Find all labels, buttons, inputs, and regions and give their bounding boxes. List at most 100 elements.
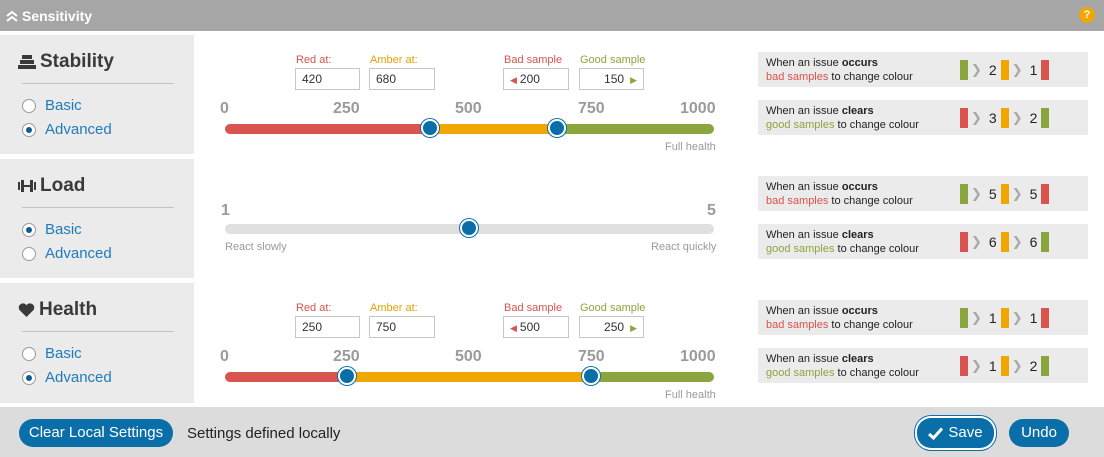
- divider: [22, 331, 174, 332]
- green-swatch: [960, 308, 968, 328]
- react-slowly-label: React slowly: [225, 241, 287, 253]
- occurs-subtext: bad samples to change colour: [766, 195, 913, 207]
- good-sample-label: Good sample: [580, 54, 646, 66]
- radio-dot[interactable]: [22, 222, 36, 237]
- bad-sample-input[interactable]: ◀ 500: [503, 316, 569, 338]
- text: to change colour: [834, 119, 919, 131]
- clears-rule: When an issue clears good samples to cha…: [758, 224, 1088, 259]
- good-sample-label: Good sample: [580, 302, 646, 314]
- health-sidebar: Health Basic Advanced: [0, 283, 194, 403]
- load-advanced-radio[interactable]: Advanced: [22, 245, 112, 262]
- stability-advanced-radio[interactable]: Advanced: [22, 121, 112, 138]
- occurs-subtext: bad samples to change colour: [766, 71, 913, 83]
- red-threshold-handle[interactable]: [421, 119, 439, 137]
- sample-count[interactable]: 6: [988, 234, 997, 250]
- tick-label: 0: [220, 100, 229, 117]
- panel-title: Sensitivity: [22, 8, 93, 24]
- undo-button[interactable]: Undo: [1009, 419, 1069, 447]
- tick-label: 500: [455, 100, 482, 117]
- arrow-left-icon: ◀: [510, 75, 517, 85]
- amber-swatch: [1000, 184, 1009, 204]
- text-bold: occurs: [841, 57, 878, 69]
- panel-header[interactable]: Sensitivity ?: [0, 0, 1104, 31]
- health-title-text: Health: [39, 299, 98, 320]
- sample-count[interactable]: 1: [988, 358, 997, 374]
- panel-title-group[interactable]: Sensitivity: [5, 8, 92, 24]
- stability-basic-radio[interactable]: Basic: [22, 97, 82, 114]
- bad-sample-input[interactable]: ◀ 200: [503, 68, 569, 90]
- color-sequence: ❯ 6 ❯ 6: [960, 232, 1050, 252]
- save-button[interactable]: Save: [917, 418, 994, 448]
- amber-threshold-handle[interactable]: [582, 367, 600, 385]
- chevron-right-icon: ❯: [971, 310, 982, 325]
- load-basic-radio[interactable]: Basic: [22, 221, 82, 238]
- text: When an issue: [766, 181, 842, 193]
- green-swatch: [960, 60, 968, 80]
- radio-dot[interactable]: [22, 98, 36, 113]
- chevron-right-icon: ❯: [971, 62, 982, 77]
- health-basic-radio[interactable]: Basic: [22, 345, 82, 362]
- red-range-bar: [225, 124, 432, 134]
- sample-count[interactable]: 2: [988, 62, 997, 78]
- sample-count[interactable]: 1: [1029, 310, 1038, 326]
- text-bold: clears: [841, 229, 874, 241]
- occurs-rule: When an issue occurs bad samples to chan…: [758, 300, 1088, 335]
- good-sample-input[interactable]: 150 ▶: [579, 68, 644, 90]
- sample-count[interactable]: 2: [1029, 358, 1038, 374]
- text: bad samples: [766, 319, 829, 331]
- arrow-right-icon: ▶: [630, 323, 637, 333]
- green-range-bar: [590, 372, 714, 382]
- text: good samples: [766, 119, 835, 131]
- good-sample-input[interactable]: 250 ▶: [579, 316, 644, 338]
- color-sequence: ❯ 2 ❯ 1: [960, 60, 1050, 80]
- amber-threshold-handle[interactable]: [548, 119, 566, 137]
- radio-label: Basic: [45, 97, 82, 114]
- clears-subtext: good samples to change colour: [766, 243, 919, 255]
- radio-dot[interactable]: [22, 246, 36, 261]
- sample-count[interactable]: 2: [1029, 110, 1038, 126]
- load-title-text: Load: [40, 175, 86, 196]
- radio-dot[interactable]: [22, 370, 36, 385]
- sample-count[interactable]: 6: [1029, 234, 1038, 250]
- sample-count[interactable]: 5: [1029, 186, 1038, 202]
- chevron-right-icon: ❯: [1011, 358, 1023, 373]
- chevron-right-icon: ❯: [971, 186, 982, 201]
- red-at-input[interactable]: 420: [295, 68, 360, 90]
- help-icon[interactable]: ?: [1079, 7, 1095, 23]
- amber-at-input[interactable]: 750: [369, 316, 435, 338]
- sample-count[interactable]: 1: [988, 310, 997, 326]
- text: When an issue: [766, 57, 842, 69]
- clear-local-settings-button[interactable]: Clear Local Settings: [19, 419, 173, 447]
- radio-dot[interactable]: [22, 122, 36, 137]
- collapse-icon[interactable]: [5, 10, 19, 22]
- stability-sidebar: Stability Basic Advanced: [0, 35, 194, 154]
- text: When an issue: [766, 105, 842, 117]
- health-advanced-radio[interactable]: Advanced: [22, 369, 112, 386]
- text-bold: clears: [841, 353, 874, 365]
- sample-count[interactable]: 1: [1029, 62, 1038, 78]
- clears-text: When an issue clears: [766, 105, 874, 117]
- red-threshold-handle[interactable]: [338, 367, 356, 385]
- occurs-text: When an issue occurs: [766, 181, 878, 193]
- chevron-right-icon: ❯: [971, 234, 982, 249]
- reaction-slider-handle[interactable]: [460, 219, 478, 237]
- sample-count[interactable]: 5: [988, 186, 997, 202]
- max-label: 5: [707, 202, 716, 219]
- amber-range-bar: [346, 372, 594, 382]
- text: to change colour: [828, 71, 913, 83]
- amber-at-input[interactable]: 680: [369, 68, 435, 90]
- dumbbell-icon: [18, 179, 36, 193]
- red-swatch: [960, 232, 968, 252]
- health-title: Health: [18, 299, 97, 321]
- red-at-input[interactable]: 250: [295, 316, 360, 338]
- red-swatch: [1041, 60, 1050, 80]
- amber-swatch: [1000, 232, 1009, 252]
- stability-title: Stability: [18, 51, 114, 73]
- occurs-subtext: bad samples to change colour: [766, 319, 913, 331]
- radio-label: Advanced: [45, 369, 112, 386]
- red-swatch: [960, 108, 968, 128]
- radio-dot[interactable]: [22, 346, 36, 361]
- sample-count[interactable]: 3: [988, 110, 997, 126]
- occurs-text: When an issue occurs: [766, 57, 878, 69]
- load-sidebar: Load Basic Advanced: [0, 159, 194, 278]
